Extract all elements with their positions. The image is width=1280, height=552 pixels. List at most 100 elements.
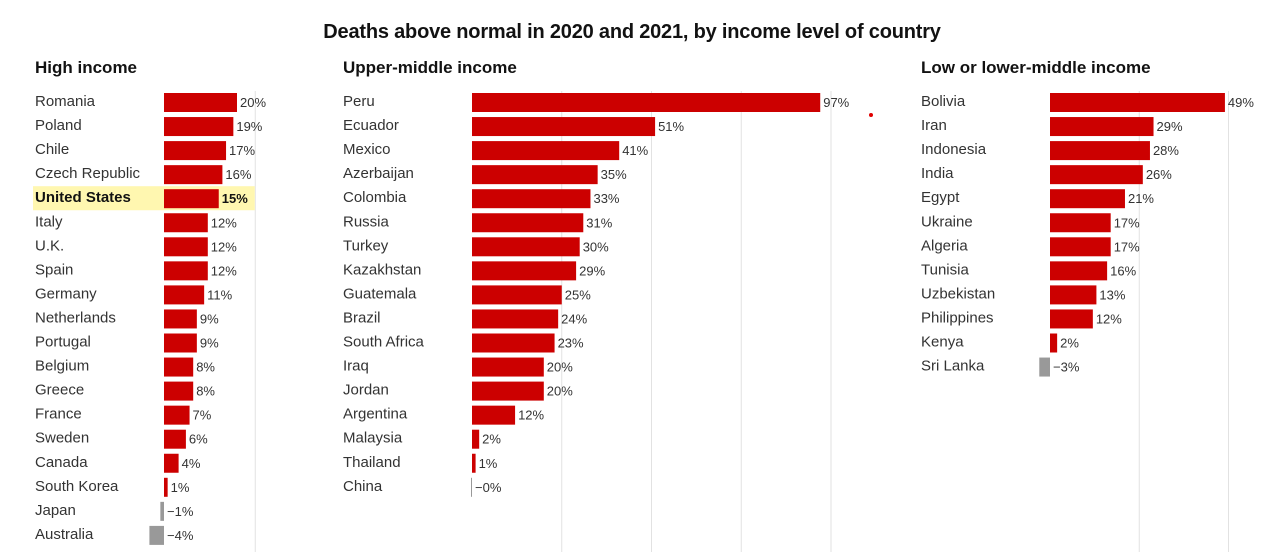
value-label: 97% [823, 95, 849, 110]
bar [164, 165, 223, 185]
bar [1039, 357, 1050, 377]
bar [164, 93, 237, 112]
country-label: Romania [35, 93, 96, 110]
bar [1050, 141, 1150, 161]
country-label: Italy [35, 213, 63, 230]
bar [472, 309, 559, 329]
bar [472, 237, 580, 257]
country-label: Japan [35, 502, 76, 519]
value-label: 13% [1099, 287, 1125, 302]
bar [164, 285, 205, 305]
bar [472, 213, 584, 233]
bar [472, 357, 544, 377]
country-label: Ecuador [343, 117, 399, 134]
country-label: Sri Lanka [921, 358, 985, 375]
bar [164, 237, 208, 257]
value-label: 33% [593, 191, 619, 206]
value-label: 51% [658, 119, 684, 134]
country-label: Sweden [35, 430, 89, 447]
country-label: China [343, 478, 383, 495]
bar [472, 189, 591, 209]
value-label: −1% [167, 504, 194, 519]
bar [472, 261, 577, 281]
country-label: United States [35, 189, 131, 206]
panel-title-high-income: High income [35, 58, 138, 77]
bar [472, 117, 656, 137]
value-label: 1% [479, 456, 498, 471]
bar [1050, 333, 1058, 353]
bar [164, 333, 197, 353]
bar [1050, 237, 1111, 257]
country-label: Australia [35, 526, 94, 543]
value-label: 16% [225, 167, 251, 182]
value-label: 29% [579, 263, 605, 278]
country-label: Malaysia [343, 430, 403, 447]
value-label: 49% [1228, 95, 1254, 110]
value-label: 30% [583, 239, 609, 254]
value-label: 35% [601, 167, 627, 182]
value-label: 1% [171, 480, 190, 495]
country-label: Netherlands [35, 309, 116, 326]
country-label: Colombia [343, 189, 407, 206]
country-label: Thailand [343, 454, 401, 471]
bar [472, 405, 516, 425]
bar [164, 381, 194, 401]
value-label: 15% [222, 191, 248, 206]
panel-title-lower-income: Low or lower-middle income [921, 58, 1151, 77]
red-dot-marker [869, 113, 873, 117]
value-label: 31% [586, 215, 612, 230]
bar [160, 501, 164, 521]
country-label: Kenya [921, 334, 964, 351]
country-label: South Korea [35, 478, 119, 495]
country-label: India [921, 165, 954, 182]
bar [164, 309, 197, 329]
country-label: Philippines [921, 309, 994, 326]
value-label: 25% [565, 287, 591, 302]
country-label: South Africa [343, 334, 425, 351]
value-label: 11% [207, 287, 232, 302]
value-label: 29% [1157, 119, 1183, 134]
bar [1050, 93, 1225, 112]
bar [472, 429, 480, 449]
value-label: 17% [1114, 215, 1140, 230]
panel-title-upper-middle-income: Upper-middle income [343, 58, 517, 77]
value-label: 17% [1114, 239, 1140, 254]
bar [1050, 117, 1154, 137]
value-label: 2% [1060, 336, 1079, 351]
value-label: 12% [211, 215, 237, 230]
value-label: 12% [518, 408, 544, 423]
bar [164, 357, 194, 377]
value-label: 41% [622, 143, 648, 158]
bar [1050, 285, 1097, 305]
bar [472, 333, 555, 353]
bar [1050, 213, 1111, 233]
value-label: 9% [200, 311, 219, 326]
bar [164, 261, 208, 281]
country-label: U.K. [35, 237, 64, 254]
bar [164, 189, 219, 209]
country-label: Portugal [35, 334, 91, 351]
country-label: Mexico [343, 141, 391, 158]
value-label: 26% [1146, 167, 1172, 182]
country-label: Peru [343, 93, 375, 110]
country-label: Spain [35, 261, 73, 278]
country-label: Indonesia [921, 141, 987, 158]
value-label: 6% [189, 432, 208, 447]
value-label: 4% [182, 456, 201, 471]
value-label: 28% [1153, 143, 1179, 158]
bar [164, 405, 190, 425]
value-label: 17% [229, 143, 255, 158]
bar [164, 477, 168, 497]
country-label: Iran [921, 117, 947, 134]
country-label: Kazakhstan [343, 261, 421, 278]
country-label: Jordan [343, 382, 389, 399]
value-label: 12% [211, 239, 237, 254]
value-label: 9% [200, 336, 219, 351]
bar [472, 453, 476, 473]
country-label: Iraq [343, 358, 369, 375]
value-label: 7% [193, 408, 212, 423]
country-label: Chile [35, 141, 69, 158]
